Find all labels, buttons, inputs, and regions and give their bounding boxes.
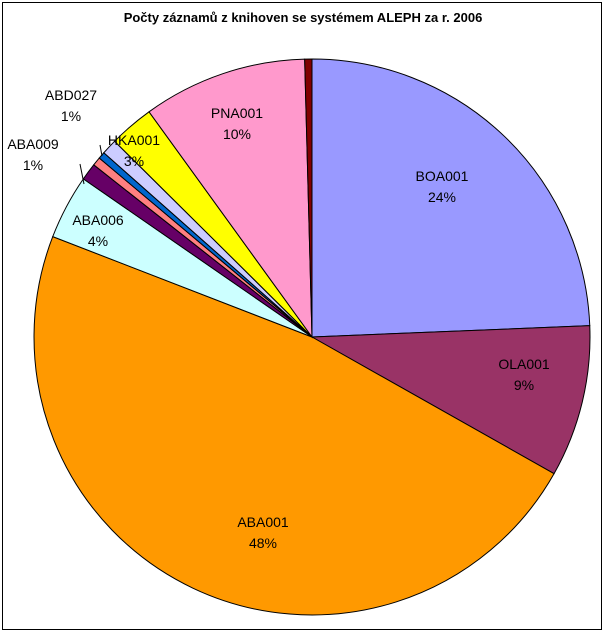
slice-label-abd027: ABD027 bbox=[45, 87, 97, 103]
leader-line-abd027 bbox=[99, 144, 103, 157]
slice-label-aba009: ABA009 bbox=[7, 136, 59, 152]
chart-title: Počty záznamů z knihoven se systémem ALE… bbox=[123, 10, 483, 25]
pie-slice-boa001 bbox=[311, 58, 591, 338]
pie-slice-pna001 bbox=[148, 58, 313, 339]
pie-slice-aba001 bbox=[33, 235, 555, 616]
slice-label-aba006: ABA006 bbox=[72, 212, 124, 228]
slice-label-boa001: BOA001 bbox=[416, 168, 469, 184]
slice-percent-hka001: 3% bbox=[124, 153, 144, 169]
pie-slice-ola001 bbox=[310, 325, 591, 475]
slice-label-hka001: HKA001 bbox=[108, 132, 160, 148]
slice-label-pna001: PNA001 bbox=[211, 105, 263, 121]
slice-percent-pna001: 10% bbox=[223, 126, 251, 142]
leader-line-aba009 bbox=[79, 163, 85, 185]
slice-percent-boa001: 24% bbox=[428, 189, 456, 205]
slice-percent-abd027: 1% bbox=[61, 108, 81, 124]
slice-percent-ola001: 9% bbox=[514, 377, 534, 393]
slice-percent-aba009: 1% bbox=[23, 157, 43, 173]
slice-percent-aba006: 4% bbox=[88, 233, 108, 249]
slice-label-aba001: ABA001 bbox=[237, 514, 289, 530]
slice-percent-aba001: 48% bbox=[249, 535, 277, 551]
slice-label-ola001: OLA001 bbox=[498, 356, 550, 372]
pie-slice-unlabeled-3 bbox=[304, 58, 313, 338]
